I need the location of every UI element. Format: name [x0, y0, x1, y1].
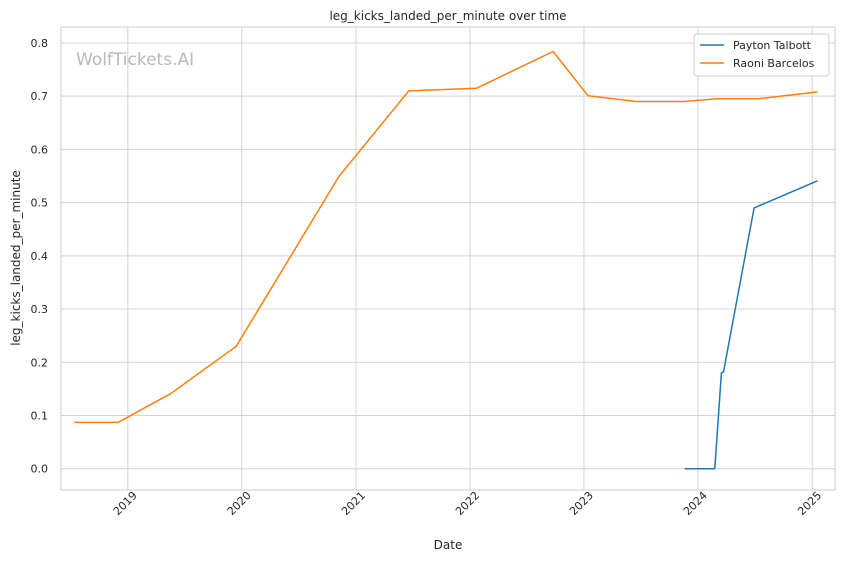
grid-lines [61, 27, 835, 490]
y-tick-label: 0.4 [31, 250, 49, 263]
x-axis-title: Date [434, 538, 463, 552]
y-tick-label: 0.0 [31, 463, 49, 476]
y-tick-label: 0.8 [31, 37, 49, 50]
y-tick-label: 0.7 [31, 90, 49, 103]
y-tick-label: 0.5 [31, 197, 49, 210]
y-tick-label: 0.6 [31, 143, 49, 156]
series-line-payton-talbott [684, 180, 818, 470]
y-tick-label: 0.1 [31, 409, 49, 422]
plot-area-frame [60, 26, 836, 491]
series-lines [74, 50, 818, 470]
legend: Payton Talbott Raoni Barcelos [693, 33, 830, 77]
series-line-raoni-barcelos [74, 50, 818, 424]
y-axis-title: leg_kicks_landed_per_minute [9, 170, 23, 346]
chart-title: leg_kicks_landed_per_minute over time [329, 9, 566, 23]
y-tick-label: 0.2 [31, 356, 49, 369]
watermark-text: WolfTickets.AI [76, 50, 194, 70]
y-tick-label: 0.3 [31, 303, 49, 316]
legend-box [693, 33, 830, 77]
legend-label-payton-talbott: Payton Talbott [733, 39, 812, 52]
legend-label-raoni-barcelos: Raoni Barcelos [733, 57, 815, 70]
